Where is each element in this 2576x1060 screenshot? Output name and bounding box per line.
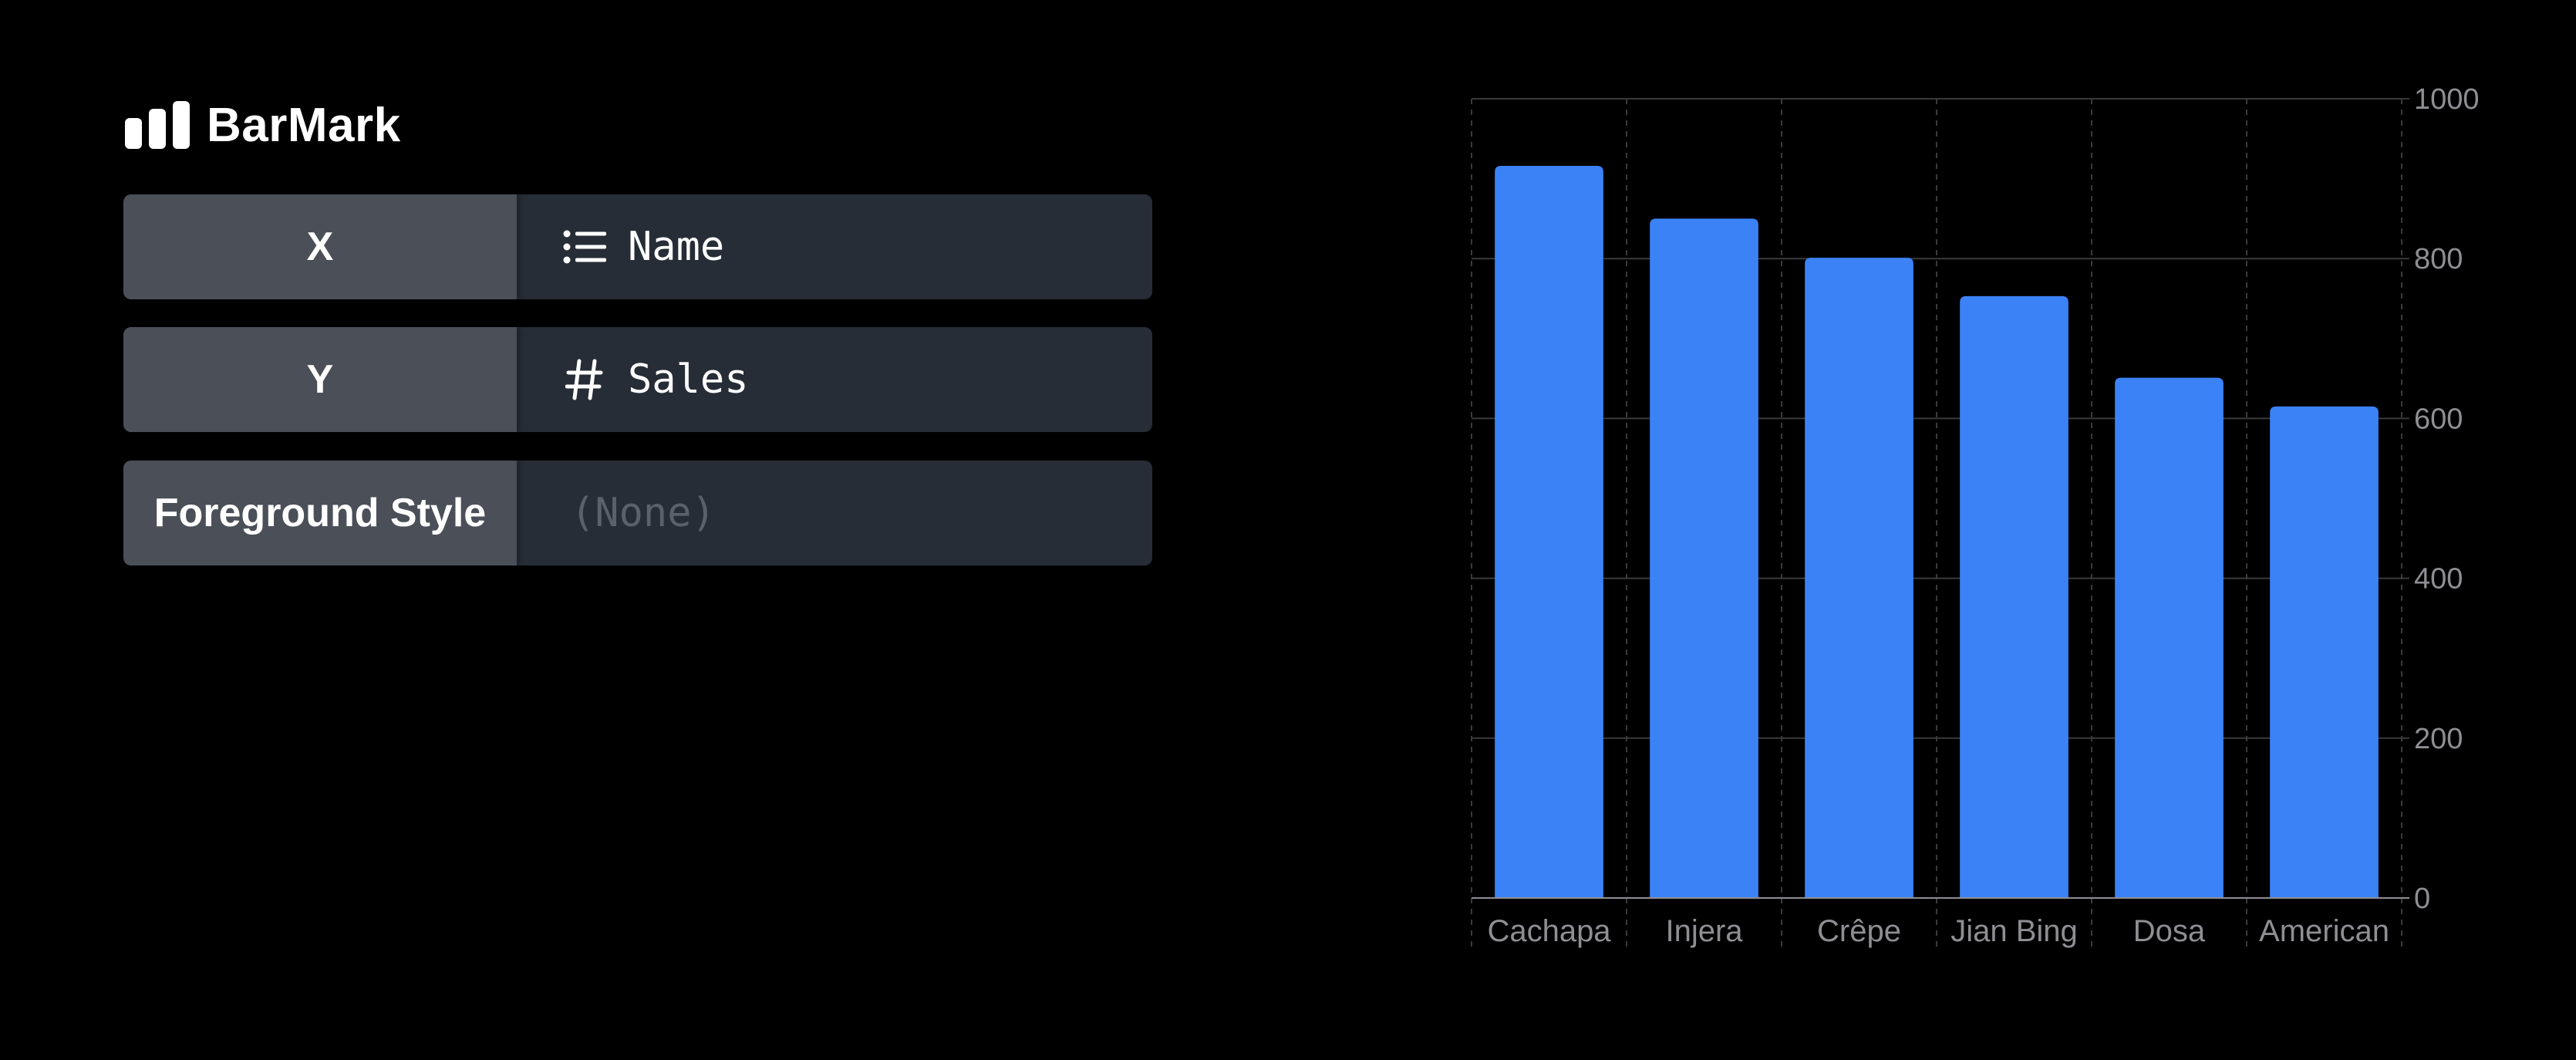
param-value-foreground-style-text: (None) <box>571 490 716 536</box>
bar-crêpe <box>1805 258 1913 898</box>
barmark-header: BarMark <box>125 94 401 156</box>
param-key-y: Y <box>123 327 517 432</box>
bar-chart-icon <box>125 101 190 149</box>
x-tick-label: Dosa <box>2133 914 2206 948</box>
param-row-x[interactable]: X Name <box>123 194 1152 299</box>
param-key-x: X <box>123 194 517 299</box>
y-tick-label: 400 <box>2414 563 2463 596</box>
param-row-y[interactable]: Y Sales <box>123 327 1152 432</box>
param-value-foreground-style[interactable]: (None) <box>517 461 1152 565</box>
bar-dosa <box>2115 377 2224 899</box>
y-tick-label: 800 <box>2414 243 2463 275</box>
y-tick-label: 1000 <box>2414 83 2480 116</box>
param-value-y[interactable]: Sales <box>517 327 1152 432</box>
param-row-foreground-style[interactable]: Foreground Style (None) <box>123 461 1152 565</box>
param-key-foreground-style: Foreground Style <box>123 461 517 565</box>
bar-jian-bing <box>1960 295 2069 899</box>
x-tick-label: Cachapa <box>1487 914 1611 948</box>
bar-cachapa <box>1495 166 1603 899</box>
barmark-title: BarMark <box>207 98 401 152</box>
x-tick-label: American <box>2259 914 2389 948</box>
bar-injera <box>1650 218 1758 898</box>
y-tick-label: 600 <box>2414 403 2463 435</box>
bar-american <box>2270 406 2379 898</box>
x-tick-label: Injera <box>1665 914 1743 948</box>
param-value-x[interactable]: Name <box>517 194 1152 299</box>
param-value-x-text: Name <box>628 224 725 270</box>
y-tick-label: 200 <box>2414 723 2463 755</box>
x-tick-label: Crêpe <box>1817 914 1901 948</box>
list-icon <box>563 225 606 268</box>
y-tick-label: 0 <box>2414 883 2430 915</box>
x-tick-label: Jian Bing <box>1951 914 2078 948</box>
number-sign-icon <box>563 358 606 401</box>
param-value-y-text: Sales <box>628 356 749 403</box>
